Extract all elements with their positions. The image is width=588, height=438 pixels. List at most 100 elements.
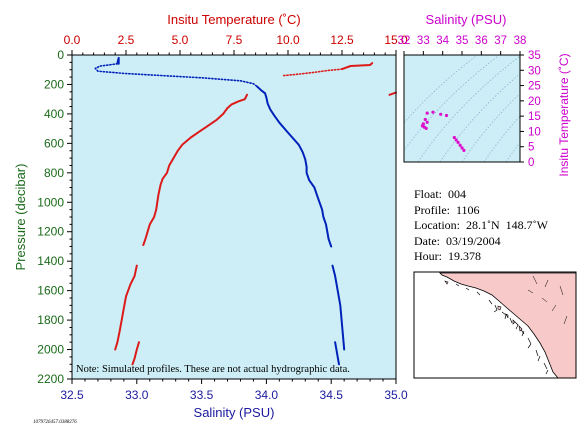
density-contour <box>439 73 520 162</box>
pressure-axis: 0 200 400 600 800 1000 1200 1400 1600 1800 2000 220… <box>37 48 72 386</box>
density-contour <box>505 141 520 162</box>
pressure-tick-label: 1600 <box>37 284 64 298</box>
map-islands <box>444 280 523 332</box>
salinity-tick-label: 34.0 <box>255 388 279 402</box>
temperature-tick-label: 15.0 <box>384 33 408 47</box>
ts-point <box>425 111 429 115</box>
ts-point <box>423 117 427 122</box>
ts-temperature-tick-label: 20 <box>528 96 541 108</box>
temperature-segment-5 <box>131 341 140 366</box>
salinity-axis: 32.5 33.0 33.5 34.0 34.5 35.0 <box>60 379 408 402</box>
ts-temperature-tick-label: 5 <box>528 142 534 154</box>
salinity-segment-2 <box>256 85 333 248</box>
ts-temperature-tick-label: 25 <box>528 81 541 93</box>
salinity-segment-1 <box>94 63 259 88</box>
salinity-axis-title: Salinity (PSU) <box>194 405 275 420</box>
density-contour <box>461 93 520 162</box>
ts-salinity-tick-label: 34 <box>436 35 449 47</box>
ts-temperature-tick-label: 35 <box>528 50 541 62</box>
temperature-segment-4 <box>114 264 138 351</box>
float-location: Location: 28.1˚N 148.7˚W <box>414 218 548 232</box>
salinity-segment-4 <box>334 341 340 366</box>
ts-temperature-tick-label: 15 <box>528 111 541 123</box>
temperature-segment-1 <box>341 62 374 71</box>
map-frame <box>413 271 577 379</box>
density-contour <box>417 55 520 162</box>
pressure-tick-label: 200 <box>44 77 64 91</box>
profile-chart: 0.0 2.5 5.0 7.5 10.0 12.5 15.0 32.5 33.0 33.5 34.… <box>13 12 408 420</box>
ts-salinity-title: Salinity (PSU) <box>426 12 507 27</box>
float-hour: Hour: 19.378 <box>414 249 481 263</box>
pressure-tick-label: 1200 <box>37 225 64 239</box>
float-id: Float: 004 <box>414 187 467 201</box>
ts-point <box>439 112 443 116</box>
pressure-tick-label: 0 <box>57 48 64 62</box>
ts-temperature-tick-label: 30 <box>528 65 541 77</box>
ts-point <box>431 110 435 114</box>
salinity-profile <box>94 56 346 366</box>
temperature-segment-3 <box>142 93 248 246</box>
pressure-tick-label: 2200 <box>37 372 64 386</box>
temperature-tick-label: 0.0 <box>64 33 81 47</box>
ts-chart: 32 33 34 35 36 37 38 0 5 10 15 20 25 30 35 Salinity (… <box>398 12 571 177</box>
temperature-segment-2 <box>388 91 397 96</box>
profile-id: Profile: 1106 <box>414 202 480 217</box>
density-contour <box>404 55 500 152</box>
ts-salinity-tick-label: 33 <box>417 35 430 47</box>
temperature-tick-label: 10.0 <box>276 33 300 47</box>
pressure-tick-label: 1000 <box>37 195 64 209</box>
ts-plot-area <box>404 55 520 162</box>
temperature-tick-label: 2.5 <box>118 33 135 47</box>
salinity-tick-label: 35.0 <box>384 388 408 402</box>
ts-salinity-tick-label: 35 <box>456 35 469 47</box>
temperature-segment-0 <box>282 68 343 77</box>
pressure-tick-label: 1800 <box>37 313 64 327</box>
ts-temperature-tick-label: 10 <box>528 126 541 138</box>
ts-point <box>452 135 456 140</box>
simulated-note: Note: Simulated profiles. These are not … <box>76 364 350 375</box>
map-borders <box>527 275 568 325</box>
ts-temperature-title: Insitu Temperature (˚C) <box>557 53 571 176</box>
ts-points <box>420 110 466 152</box>
salinity-segment-3 <box>331 264 346 351</box>
ts-point <box>444 113 449 118</box>
salinity-tick-label: 34.5 <box>320 388 344 402</box>
map-coast-detail <box>455 283 549 375</box>
ts-salinity-tick-label: 32 <box>398 35 411 47</box>
temperature-tick-label: 12.5 <box>330 33 354 47</box>
ts-salinity-tick-label: 36 <box>475 35 488 47</box>
pressure-tick-label: 1400 <box>37 254 64 268</box>
ts-salinity-axis: 32 33 34 35 36 37 38 <box>398 35 527 55</box>
ts-point <box>456 140 460 144</box>
ts-point <box>425 120 429 124</box>
ts-point <box>454 138 458 142</box>
ts-point <box>462 148 466 152</box>
ts-point <box>458 143 462 147</box>
temperature-axis-title: Insitu Temperature (˚C) <box>167 12 300 27</box>
ts-salinity-tick-label: 37 <box>494 35 507 47</box>
location-map <box>413 271 577 379</box>
pressure-tick-label: 800 <box>44 166 64 180</box>
ts-salinity-tick-label: 38 <box>514 35 527 47</box>
salinity-tick-label: 33.5 <box>190 388 214 402</box>
float-info: Float: 004 Profile: 1106 Location: 28.1˚… <box>414 187 548 265</box>
salinity-tick-label: 33.0 <box>125 388 149 402</box>
pressure-axis-title: Pressure (decibar) <box>13 164 28 271</box>
temperature-profile <box>114 62 397 366</box>
salinity-segment-0 <box>116 56 120 65</box>
ts-point <box>424 126 428 130</box>
temperature-axis: 0.0 2.5 5.0 7.5 10.0 12.5 15.0 <box>64 33 408 55</box>
pressure-tick-label: 600 <box>44 136 64 150</box>
temperature-tick-label: 5.0 <box>172 33 189 47</box>
salinity-tick-label: 32.5 <box>60 388 84 402</box>
pressure-tick-label: 2000 <box>37 343 64 357</box>
float-date: Date: 03/19/2004 <box>414 233 501 248</box>
density-contour <box>483 115 520 162</box>
ts-temperature-tick-label: 0 <box>528 157 534 169</box>
map-land <box>439 272 577 379</box>
pressure-tick-label: 400 <box>44 107 64 121</box>
density-contours <box>404 55 520 162</box>
footer-id: 1079726457.0388276 <box>33 420 77 425</box>
ts-temperature-axis: 0 5 10 15 20 25 30 35 <box>520 50 541 169</box>
